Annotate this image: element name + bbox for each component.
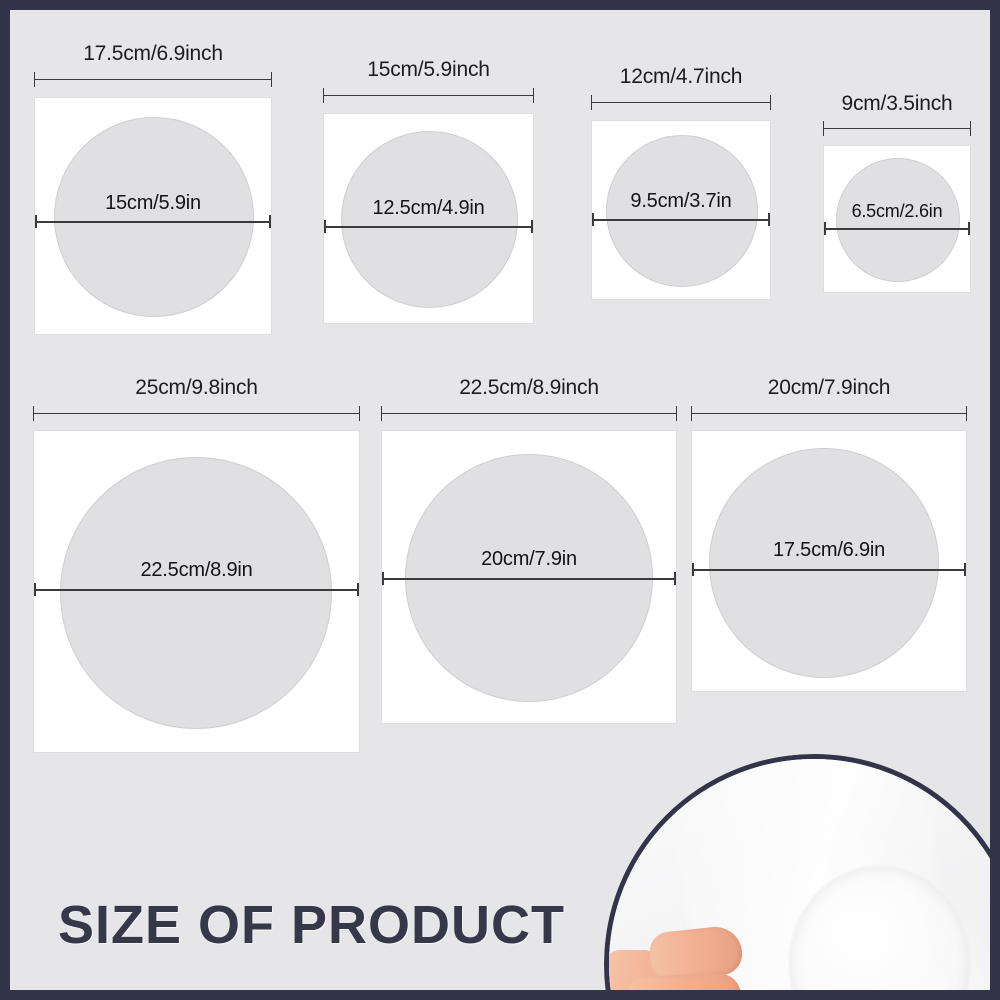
dimension-cap-right — [531, 220, 533, 233]
silicone-mat-photo — [609, 759, 990, 990]
page-title: SIZE OF PRODUCT — [58, 895, 566, 955]
dimension-cap-left — [823, 121, 824, 136]
size-item-3-square: 9.5cm/3.7in — [591, 120, 771, 300]
size-item-1-outer-label: 17.5cm/6.9inch — [83, 42, 223, 65]
size-item-3-outer-label: 12cm/4.7inch — [619, 65, 743, 88]
size-item-2-inner-label: 12.5cm/4.9in — [372, 197, 485, 219]
size-item-7-outer-label: 20cm/7.9inch — [767, 376, 891, 399]
size-item-6-outer-label: 22.5cm/8.9inch — [459, 376, 599, 399]
size-item-5-circle — [60, 457, 332, 729]
dimension-cap-right — [968, 222, 970, 235]
dimension-cap-left — [34, 583, 36, 596]
thumb — [647, 923, 744, 982]
size-item-4-circle — [836, 158, 960, 282]
size-item-3-dimension-bar — [591, 95, 771, 110]
size-item-7-inner-label: 17.5cm/6.9in — [772, 539, 886, 561]
size-item-7-dimension-bar — [691, 406, 967, 421]
inner-dimension-bar — [324, 220, 533, 233]
dimension-cap-right — [768, 213, 770, 226]
dimension-cap-left — [34, 72, 35, 87]
dimension-cap-left — [382, 572, 384, 585]
size-item-1-inner-label: 15cm/5.9in — [105, 192, 201, 214]
dimension-cap-left — [323, 88, 324, 103]
dimension-cap-right — [271, 72, 272, 87]
dimension-cap-right — [357, 583, 359, 596]
size-item-4-square: 6.5cm/2.6in — [823, 145, 971, 293]
size-item-1-dimension-bar — [34, 72, 272, 87]
dimension-cap-left — [381, 406, 382, 421]
dimension-cap-right — [970, 121, 971, 136]
dimension-line — [592, 219, 770, 221]
size-item-4-inner-label: 6.5cm/2.6in — [851, 201, 943, 221]
dimension-line — [381, 413, 677, 414]
dimension-cap-right — [359, 406, 360, 421]
photo-circle-frame — [604, 754, 990, 990]
dimension-line — [824, 228, 970, 230]
size-item-2-dimension-bar — [323, 88, 534, 103]
inner-dimension-bar — [382, 572, 676, 585]
dimension-cap-left — [692, 563, 694, 576]
dimension-cap-right — [674, 572, 676, 585]
product-photo-inset: thickness: 0.3mm — [604, 754, 990, 990]
size-item-2-circle — [341, 131, 518, 308]
dimension-cap-right — [676, 406, 677, 421]
size-item-1-circle — [54, 117, 254, 317]
size-item-3-inner-label: 9.5cm/3.7in — [630, 190, 732, 212]
size-item-5-dimension-bar — [33, 406, 360, 421]
dimension-line — [382, 578, 676, 580]
inner-dimension-bar — [692, 563, 966, 576]
size-item-5-outer-label: 25cm/9.8inch — [135, 376, 258, 399]
dimension-line — [691, 413, 967, 414]
dimension-line — [34, 589, 359, 591]
inner-dimension-bar — [592, 213, 770, 226]
dimension-line — [692, 569, 966, 571]
dimension-cap-right — [770, 95, 771, 110]
hand-illustration — [609, 923, 765, 990]
inner-dimension-bar — [35, 215, 271, 228]
dimension-cap-left — [33, 406, 34, 421]
size-item-6-square: 20cm/7.9in — [381, 430, 677, 724]
inner-dimension-bar — [824, 222, 970, 235]
dimension-cap-left — [591, 95, 592, 110]
dimension-line — [324, 226, 533, 228]
dimension-line — [323, 95, 534, 96]
finger-index — [625, 973, 742, 990]
size-item-1-square: 15cm/5.9in — [34, 97, 272, 335]
dimension-line — [35, 221, 271, 223]
dimension-line — [34, 79, 272, 80]
size-item-2-square: 12.5cm/4.9in — [323, 113, 534, 324]
dimension-line — [823, 128, 971, 129]
size-item-7-circle — [709, 448, 939, 678]
size-item-5-inner-label: 22.5cm/8.9in — [140, 559, 253, 581]
size-item-2-outer-label: 15cm/5.9inch — [367, 58, 490, 81]
dimension-cap-left — [592, 213, 594, 226]
inner-dimension-bar — [34, 583, 359, 596]
dimension-line — [33, 413, 360, 414]
dimension-cap-right — [533, 88, 534, 103]
size-item-4-outer-label: 9cm/3.5inch — [841, 92, 953, 115]
size-item-4-dimension-bar — [823, 121, 971, 136]
size-item-5-square: 22.5cm/8.9in — [33, 430, 360, 753]
dimension-cap-left — [691, 406, 692, 421]
chart-canvas: 17.5cm/6.9inch 15cm/5.9in — [10, 10, 990, 990]
dimension-cap-right — [964, 563, 966, 576]
dimension-cap-left — [35, 215, 37, 228]
size-item-3-circle — [606, 135, 758, 287]
size-item-7-square: 17.5cm/6.9in — [691, 430, 967, 692]
dimension-cap-right — [269, 215, 271, 228]
dimension-cap-right — [966, 406, 967, 421]
size-item-6-dimension-bar — [381, 406, 677, 421]
dimension-line — [591, 102, 771, 103]
dimension-cap-left — [324, 220, 326, 233]
size-item-6-inner-label: 20cm/7.9in — [481, 548, 577, 570]
dimension-cap-left — [824, 222, 826, 235]
